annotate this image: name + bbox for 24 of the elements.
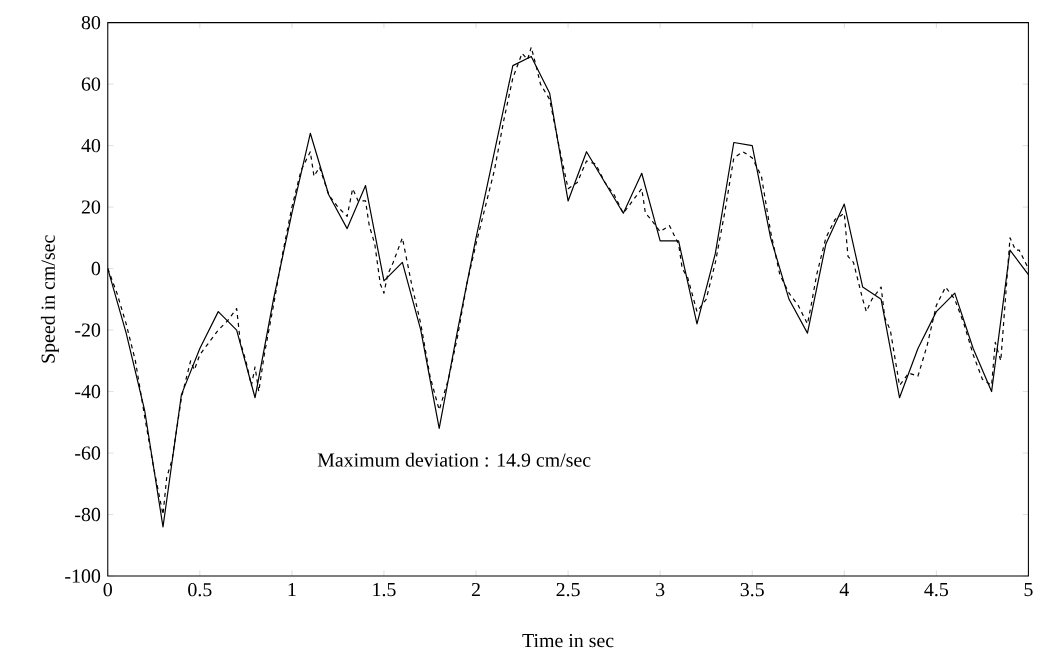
- y-tick-label: 80: [81, 16, 101, 30]
- x-tick-label: 1: [288, 583, 296, 597]
- y-tick-label: -80: [75, 508, 101, 522]
- annotation: Maximum deviation : 14.9 cm/sec: [317, 453, 591, 468]
- x-tick-label: 5: [1024, 583, 1033, 597]
- x-tick-label: 3.5: [740, 583, 764, 597]
- x-tick-label: 1.5: [373, 583, 396, 597]
- y-tick-label: -20: [75, 323, 101, 337]
- x-tick-label: 0.5: [188, 583, 212, 597]
- x-tick-label: 4: [839, 583, 849, 597]
- y-tick-label: 60: [81, 77, 101, 92]
- y-tick-label: -100: [65, 569, 101, 583]
- x-tick-label: 2: [471, 583, 480, 597]
- y-tick-label: 40: [81, 139, 101, 153]
- y-axis-title: Speed in cm/sec: [40, 235, 59, 363]
- x-axis-title: Time in sec: [522, 634, 614, 648]
- x-tick-label: 0: [103, 583, 112, 597]
- y-tick-label: 20: [81, 200, 101, 214]
- y-tick-label: -40: [75, 385, 101, 399]
- x-tick-label: 4.5: [924, 583, 948, 597]
- x-tick-label: 2.5: [556, 583, 580, 597]
- y-tick-label: 0: [91, 262, 101, 276]
- x-tick-label: 3: [656, 583, 665, 597]
- y-tick-label: -60: [75, 446, 101, 460]
